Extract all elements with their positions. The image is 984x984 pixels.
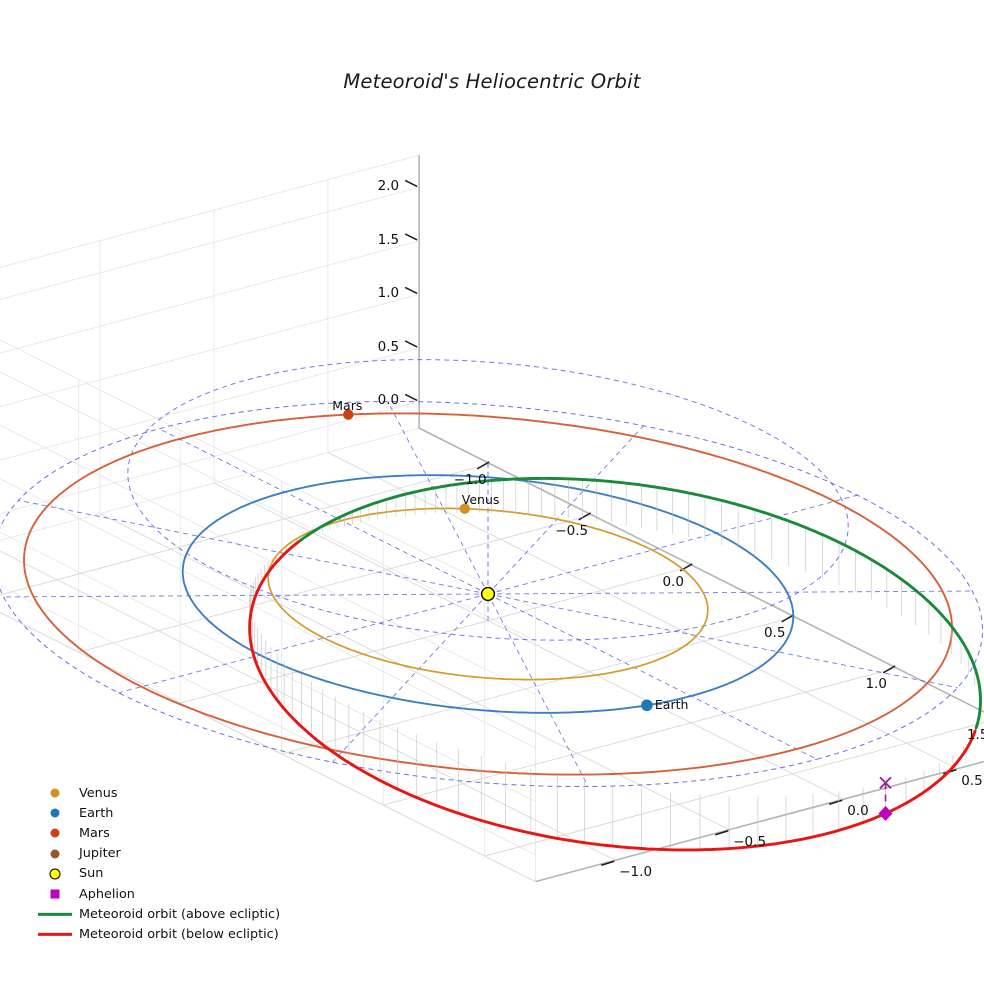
legend-item-venus[interactable]: Venus [33, 783, 280, 803]
legend-item-earth[interactable]: Earth [33, 803, 280, 823]
y-tick-2: −0.5 [733, 833, 767, 850]
legend-item-meteoroid-orbit-above-ecliptic[interactable]: Meteoroid orbit (above ecliptic) [33, 904, 280, 924]
y-tick-0: 0.5 [961, 772, 983, 789]
y-tick-3: −1.0 [619, 864, 653, 881]
legend-key-marker-dot [33, 783, 77, 803]
chart-title: Meteoroid's Heliocentric Orbit [343, 70, 641, 93]
chart-legend: Venus Earth Mars Jupiter Sun Aphelion Meteoroi… [33, 783, 280, 945]
legend-label: Sun [79, 866, 104, 882]
droplines [249, 478, 981, 850]
x-tick-1: −0.5 [555, 522, 589, 539]
legend-key-marker-dot [33, 803, 77, 823]
x-tick-3: 0.5 [763, 624, 786, 641]
legend-key-line [33, 904, 77, 924]
legend-label: Meteoroid orbit (below ecliptic) [79, 926, 279, 942]
legend-label: Venus [79, 785, 118, 801]
legend-label: Meteoroid orbit (above ecliptic) [79, 906, 281, 922]
venus-body [459, 503, 470, 514]
aphelion-marker [878, 805, 893, 821]
aphelion-projection-marker [879, 776, 892, 789]
z-tick-0: 0.0 [377, 392, 400, 409]
x-tick-5: 1.5 [966, 726, 984, 743]
legend-key-marker-dot [33, 844, 77, 864]
earth-label: Earth [654, 697, 689, 713]
legend-key-line [33, 924, 77, 944]
ecliptic-reference [0, 359, 984, 787]
z-tick-4: 2.0 [377, 178, 400, 195]
legend-label: Jupiter [79, 846, 121, 862]
mars-body [343, 409, 354, 420]
legend-item-aphelion[interactable]: Aphelion [33, 884, 280, 904]
bodies [343, 409, 653, 712]
legend-label: Earth [79, 805, 114, 821]
legend-item-jupiter[interactable]: Jupiter [33, 844, 280, 864]
mars-label: Mars [332, 397, 363, 413]
planet-orbits [23, 412, 953, 776]
sun-body [480, 586, 496, 602]
legend-item-sun[interactable]: Sun [33, 864, 280, 884]
legend-key-marker-diamond [33, 884, 77, 904]
z-tick-3: 1.5 [377, 231, 400, 248]
x-tick-4: 1.0 [865, 675, 887, 692]
venus-label: Venus [461, 491, 500, 507]
legend-label: Mars [79, 825, 110, 841]
z-tick-2: 1.0 [377, 285, 400, 302]
z-tick-1: 0.5 [377, 338, 400, 355]
earth-body [641, 699, 653, 712]
legend-item-meteoroid-orbit-below-ecliptic[interactable]: Meteoroid orbit (below ecliptic) [33, 924, 280, 944]
legend-key-marker-sun [33, 864, 77, 884]
y-tick-1: 0.0 [847, 803, 869, 820]
aphelion-group [878, 776, 893, 821]
pane-walls [0, 154, 536, 882]
meteoroid-orbit [248, 476, 982, 852]
x-tick-0: −1.0 [453, 471, 487, 488]
x-tick-2: 0.0 [662, 573, 684, 590]
legend-label: Aphelion [79, 886, 135, 902]
legend-key-marker-dot [33, 823, 77, 843]
legend-item-mars[interactable]: Mars [33, 823, 280, 843]
